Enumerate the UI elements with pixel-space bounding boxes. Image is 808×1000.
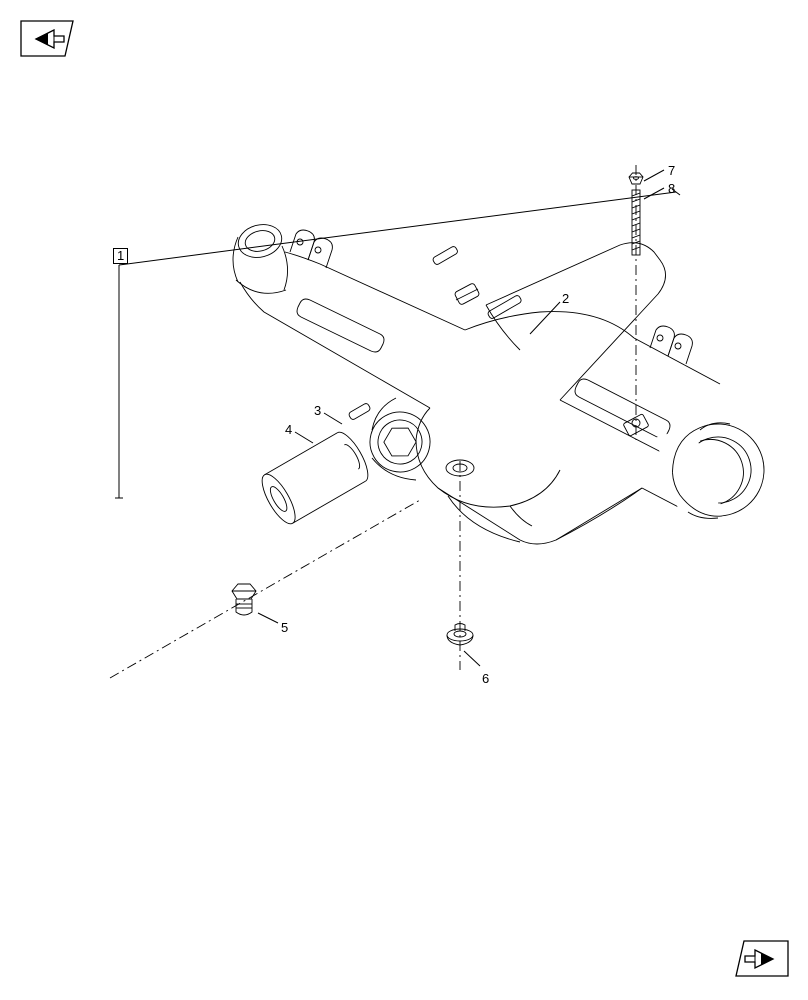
aux-pin <box>432 246 459 266</box>
callout-7: 7 <box>668 163 675 178</box>
callout-1: 1 <box>113 248 128 264</box>
leader-6 <box>464 651 480 666</box>
part-3-pin <box>348 403 371 421</box>
diagram-canvas: 1 2 3 4 5 6 7 8 <box>0 0 808 1000</box>
callout-6: 6 <box>482 671 489 686</box>
leader-7 <box>644 170 664 181</box>
callout-4: 4 <box>285 422 292 437</box>
leader-4 <box>295 432 313 443</box>
leader-2 <box>530 302 560 334</box>
callout-8: 8 <box>668 181 675 196</box>
part-5-plug <box>232 584 256 615</box>
drawing-svg <box>0 0 808 1000</box>
callout-3: 3 <box>314 403 321 418</box>
leader-3 <box>324 413 342 424</box>
leader-1-d <box>119 192 676 265</box>
callout-5: 5 <box>281 620 288 635</box>
centerline-bushing <box>110 500 420 678</box>
leader-5 <box>258 613 278 623</box>
part-4-bushing <box>256 428 374 528</box>
axle-housing <box>233 220 777 544</box>
callout-2: 2 <box>562 291 569 306</box>
